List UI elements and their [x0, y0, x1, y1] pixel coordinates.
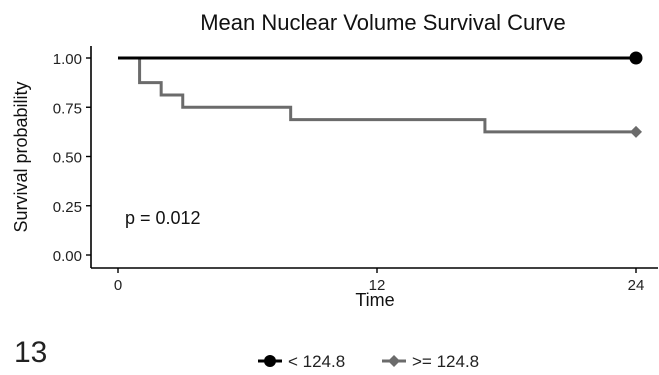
y-tick-label: 1.00	[53, 51, 82, 68]
x-tick-label: 24	[628, 277, 645, 294]
series-end-marker-diamond	[388, 355, 400, 367]
x-ticks: 0 12 24	[114, 268, 645, 294]
legend-label: < 124.8	[288, 352, 345, 371]
p-value-annotation: p = 0.012	[125, 208, 201, 228]
y-tick-label: 0.00	[53, 248, 82, 265]
series-end-marker-diamond	[630, 125, 642, 138]
y-axis-label: Survival probability	[11, 81, 31, 232]
y-tick-label: 0.50	[53, 150, 82, 167]
x-tick-label: 12	[369, 277, 386, 294]
series-end-marker-circle	[629, 51, 643, 65]
series-layer	[118, 51, 643, 138]
survival-step-line	[118, 56, 636, 134]
series-end-marker-circle	[264, 355, 276, 367]
x-tick-label: 0	[114, 277, 122, 294]
legend: < 124.8 >= 124.8	[258, 352, 479, 371]
y-tick-label: 0.75	[53, 100, 82, 117]
panel-label: 13	[14, 336, 48, 369]
y-tick-label: 0.25	[53, 199, 82, 216]
chart-title: Mean Nuclear Volume Survival Curve	[200, 10, 566, 35]
x-axis-label: Time	[355, 290, 394, 310]
legend-label: >= 124.8	[412, 352, 479, 371]
y-ticks: 0.00 0.25 0.50 0.75 1.00	[53, 51, 91, 265]
